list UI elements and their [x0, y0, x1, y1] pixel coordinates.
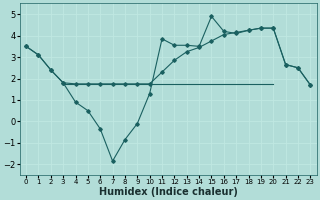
X-axis label: Humidex (Indice chaleur): Humidex (Indice chaleur)	[99, 187, 238, 197]
